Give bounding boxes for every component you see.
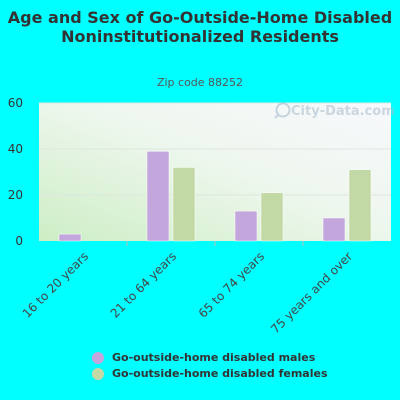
bar-males[interactable] <box>322 217 346 242</box>
legend-label: Go-outside-home disabled females <box>112 367 328 380</box>
watermark-text: City-Data.com <box>291 104 395 119</box>
bar-males[interactable] <box>146 151 170 242</box>
x-tick-label: 21 to 64 years <box>108 249 179 320</box>
bar-females[interactable] <box>172 167 196 242</box>
x-tick-label: 65 to 74 years <box>196 249 267 320</box>
y-tick-label: 60 <box>8 96 23 110</box>
bar-chart: 0 20 40 60 16 to 20 years 21 to 64 years 65 t… <box>8 96 395 336</box>
x-tick-label: 75 years and over <box>268 249 355 336</box>
y-tick-label: 20 <box>8 188 23 202</box>
y-tick-label: 0 <box>15 234 23 248</box>
legend-item[interactable]: Go-outside-home disabled females <box>92 366 328 381</box>
legend-label: Go-outside-home disabled males <box>112 351 316 364</box>
bar-males[interactable] <box>234 210 258 242</box>
chart-subtitle: Zip code 88252 <box>156 76 244 89</box>
x-tick-label: 16 to 20 years <box>20 249 91 320</box>
legend-swatch <box>92 351 104 364</box>
legend: Go-outside-home disabled males Go-outside… <box>92 350 328 382</box>
legend-swatch <box>92 367 104 380</box>
chart-title: Age and Sex of Go-Outside-Home Disabled … <box>7 8 393 46</box>
legend-item[interactable]: Go-outside-home disabled males <box>92 350 328 365</box>
bar-males[interactable] <box>58 233 82 242</box>
bar-females[interactable] <box>260 192 284 242</box>
watermark: City-Data.com <box>274 102 395 119</box>
y-tick-label: 40 <box>8 142 23 156</box>
bar-females[interactable] <box>348 169 372 242</box>
